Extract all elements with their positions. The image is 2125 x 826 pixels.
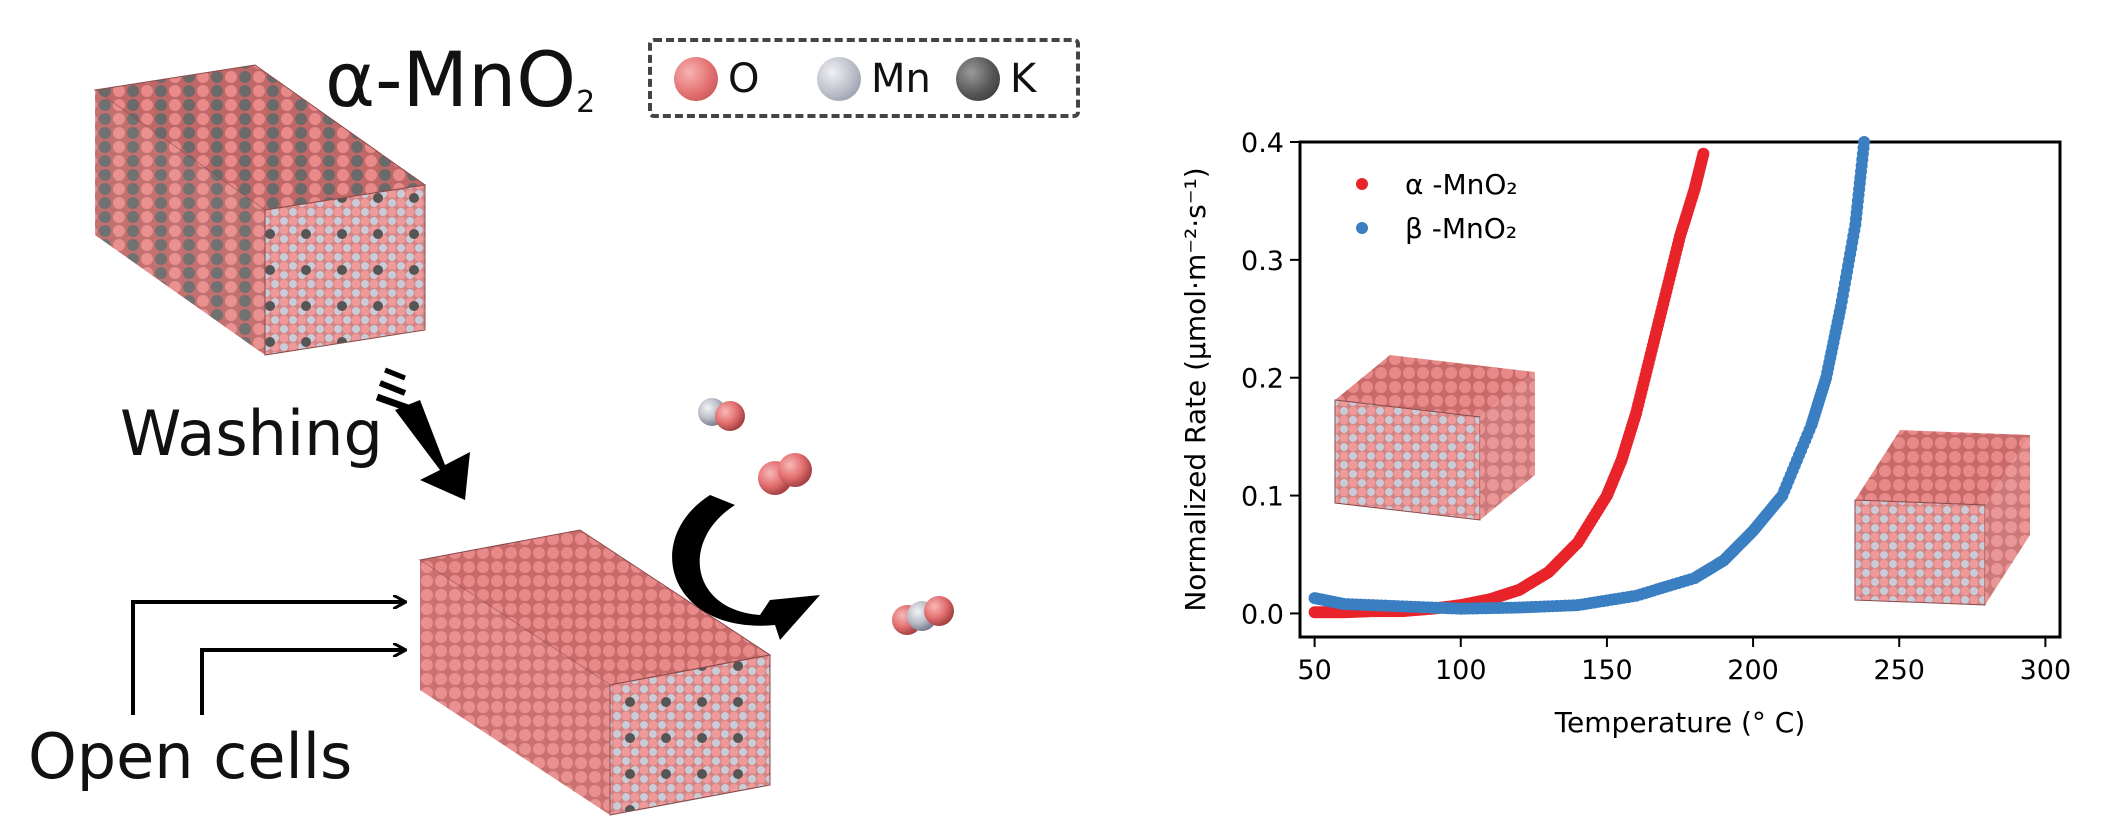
y-tick-label: 0.0 xyxy=(1241,599,1284,630)
legend-item-o: O xyxy=(674,56,759,102)
y-tick-label: 0.4 xyxy=(1241,128,1284,159)
legend-label-o: O xyxy=(728,56,760,102)
legend-marker xyxy=(1356,222,1368,234)
x-tick-label: 100 xyxy=(1435,655,1487,686)
manganese-atom-icon xyxy=(817,57,861,101)
legend-item-mn: Mn xyxy=(817,56,931,102)
atom-legend: O Mn K xyxy=(648,38,1080,118)
x-tick-label: 300 xyxy=(2020,655,2072,686)
legend-label: α -MnO₂ xyxy=(1405,168,1518,201)
y-tick-label: 0.1 xyxy=(1241,482,1284,513)
washing-arrow-icon xyxy=(375,367,470,500)
x-tick-label: 200 xyxy=(1727,655,1779,686)
alpha-mno2-crystal-with-k xyxy=(93,64,427,356)
washing-label: Washing xyxy=(120,397,383,470)
reaction-arrow-icon xyxy=(672,495,820,640)
o2-molecule-icon xyxy=(758,453,812,495)
legend-label-mn: Mn xyxy=(871,56,931,102)
x-tick-label: 50 xyxy=(1297,655,1331,686)
data-point xyxy=(1858,136,1871,148)
legend-label: β -MnO₂ xyxy=(1405,212,1517,245)
y-axis-label: Normalized Rate (μmol·m⁻²·s⁻¹) xyxy=(1179,167,1212,611)
x-axis-label: Temperature (° C) xyxy=(1554,706,1806,739)
alpha-mno2-crystal-open-cells xyxy=(418,529,772,816)
x-tick-label: 250 xyxy=(1873,655,1925,686)
open-cells-arrows xyxy=(131,602,405,715)
figure-title: α-MnO2 xyxy=(325,40,595,143)
title-text: α-MnO xyxy=(325,35,577,124)
legend-label-k: K xyxy=(1010,56,1037,102)
alpha-crystal-inset xyxy=(1334,355,1535,521)
rate-vs-temperature-chart: 50 100 150 200 250 300 0.0 0.1 0.2 0.3 0.4 Temperat… xyxy=(1179,128,2072,739)
co-molecule-icon xyxy=(698,398,745,431)
schematic-illustration xyxy=(93,64,954,816)
x-tick-label: 150 xyxy=(1581,655,1633,686)
title-subscript: 2 xyxy=(576,85,596,120)
data-point xyxy=(1697,147,1710,160)
y-tick-label: 0.3 xyxy=(1241,246,1284,277)
legend-item-k: K xyxy=(956,56,1036,102)
potassium-atom-icon xyxy=(956,57,1000,101)
y-tick-label: 0.2 xyxy=(1241,364,1284,395)
co2-molecule-icon xyxy=(892,596,954,635)
plot-frame xyxy=(1298,140,2062,639)
oxygen-atom-icon xyxy=(674,57,718,101)
beta-crystal-inset xyxy=(1854,430,2030,606)
open-cells-label: Open cells xyxy=(28,720,353,793)
legend-marker xyxy=(1356,178,1368,190)
